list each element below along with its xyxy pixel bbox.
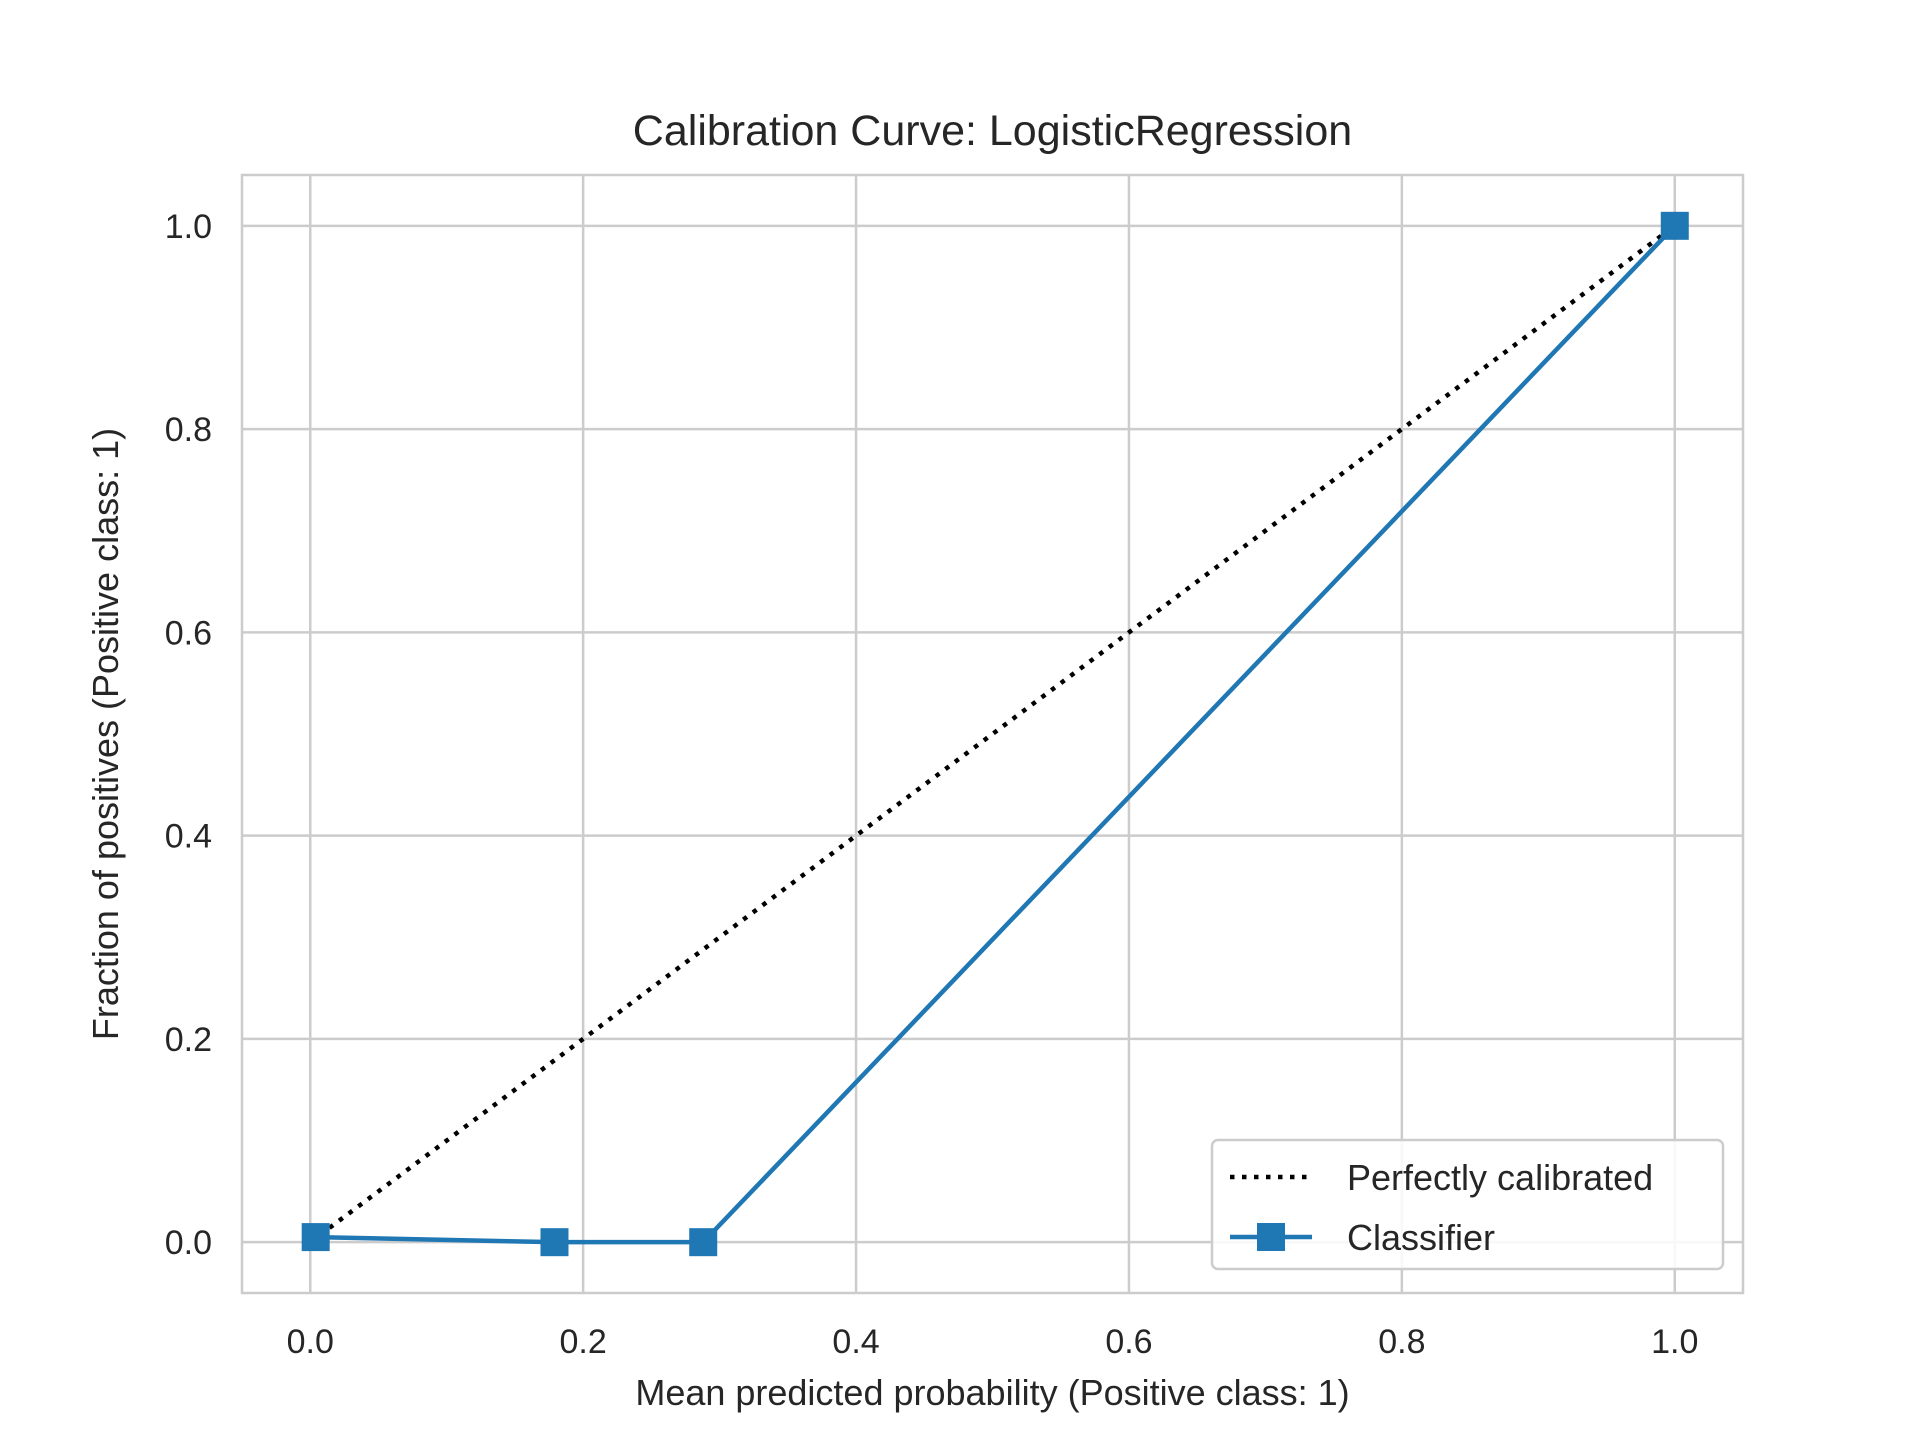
x-tick-label: 1.0 — [1651, 1323, 1698, 1361]
x-tick-label: 0.2 — [560, 1323, 607, 1361]
y-axis-label: Fraction of positives (Positive class: 1… — [85, 428, 126, 1040]
y-tick-label: 0.2 — [165, 1021, 212, 1059]
y-tick-label: 0.0 — [165, 1224, 212, 1262]
y-tick-label: 1.0 — [165, 208, 212, 246]
legend-label: Classifier — [1347, 1217, 1495, 1258]
series-layer — [301, 211, 1689, 1257]
classifier-point — [540, 1228, 569, 1257]
x-axis-label: Mean predicted probability (Positive cla… — [635, 1372, 1349, 1413]
legend-marker — [1257, 1223, 1285, 1251]
chart-title: Calibration Curve: LogisticRegression — [633, 107, 1352, 155]
x-tick-label: 0.4 — [832, 1323, 879, 1361]
perfect-calibration-line — [308, 224, 1677, 1244]
y-tick-label: 0.4 — [165, 818, 212, 856]
x-tick-label: 0.8 — [1378, 1323, 1425, 1361]
x-tick-label: 0.6 — [1105, 1323, 1152, 1361]
x-tick-label: 0.0 — [287, 1323, 334, 1361]
legend-label: Perfectly calibrated — [1347, 1157, 1653, 1198]
tick-layer: 0.0 0.2 0.4 0.6 0.8 1.0 0.0 0.2 0.4 0.6 0.8 1.0 — [165, 208, 1699, 1361]
legend-box — [1210, 1138, 1725, 1271]
classifier-point — [689, 1228, 718, 1257]
y-tick-label: 0.8 — [165, 411, 212, 449]
classifier-point — [1660, 211, 1689, 240]
classifier-line — [315, 224, 1677, 1245]
y-tick-label: 0.6 — [165, 614, 212, 652]
legend: Perfectly calibrated Classifier — [1210, 1138, 1725, 1271]
classifier-point — [301, 1223, 330, 1252]
plot-frame — [240, 173, 1745, 1295]
